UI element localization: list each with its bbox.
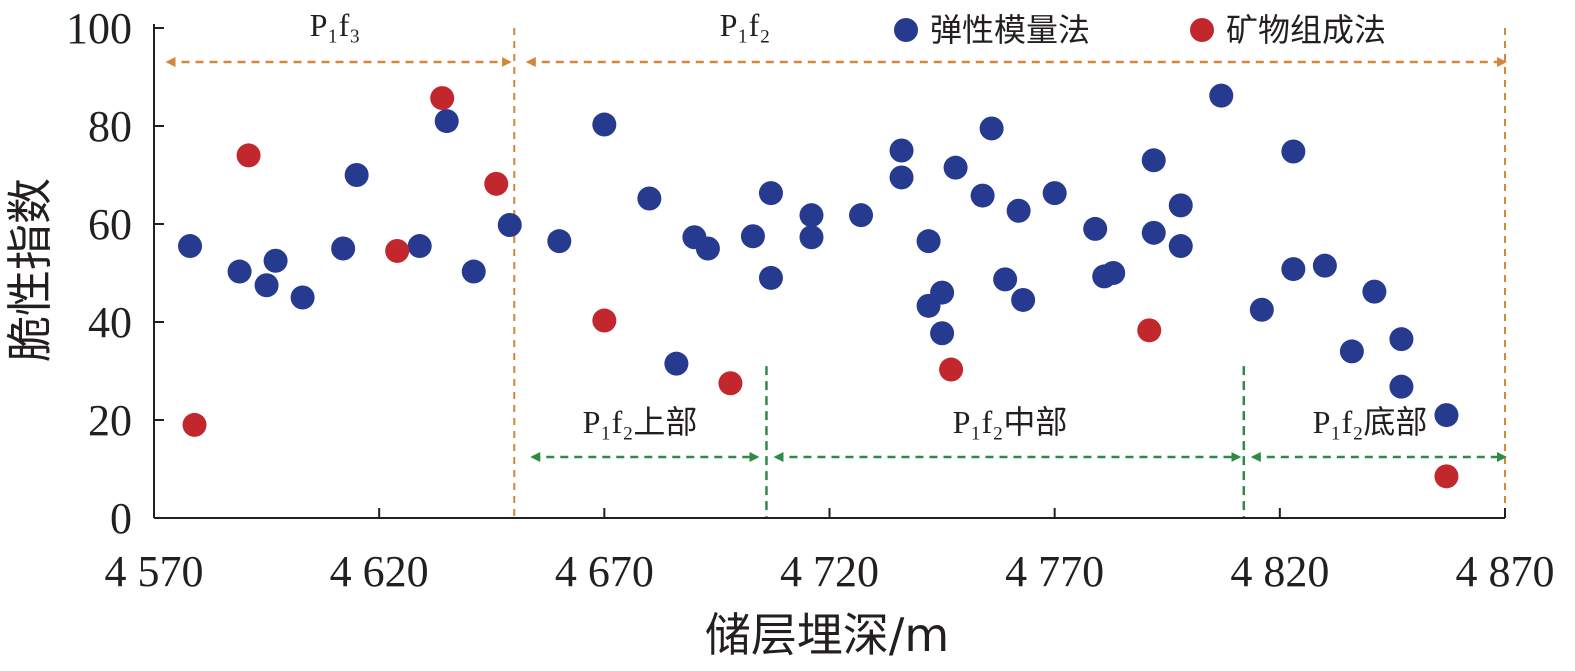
point-modulus-method xyxy=(344,163,369,187)
point-mineral-method xyxy=(592,308,617,333)
x-tick-label: 4 570 xyxy=(105,547,204,596)
point-modulus-method xyxy=(799,225,824,250)
label-p1f2-upper: P₁f₂上部 xyxy=(583,404,698,440)
point-mineral-method xyxy=(430,86,455,111)
legend: 弹性模量法 矿物组成法 xyxy=(894,11,1386,49)
point-modulus-method xyxy=(889,165,914,190)
point-modulus-method xyxy=(290,285,315,310)
point-modulus-method xyxy=(889,138,914,163)
point-modulus-method xyxy=(461,259,486,284)
stratigraphic-annotations: P₁f₃ P₁f₂ P₁f₂上部 P₁f₂中部 P₁f₂底部 xyxy=(165,7,1507,462)
point-modulus-method xyxy=(979,116,1004,141)
label-p1f2-middle: P₁f₂中部 xyxy=(953,404,1068,440)
point-modulus-method xyxy=(331,236,356,261)
point-modulus-method xyxy=(993,267,1018,292)
point-modulus-method xyxy=(758,181,783,206)
point-modulus-method xyxy=(434,109,459,134)
legend-marker-modulus xyxy=(894,18,918,42)
point-mineral-method xyxy=(1434,464,1459,489)
zone-boundaries xyxy=(513,28,1506,518)
point-modulus-method xyxy=(1249,297,1274,322)
point-modulus-method xyxy=(1101,261,1126,285)
y-tick-labels: 0 20 40 60 80 100 xyxy=(66,4,132,543)
point-modulus-method xyxy=(178,234,203,259)
point-modulus-method xyxy=(758,265,783,290)
y-tick-label: 0 xyxy=(110,494,132,543)
point-modulus-method xyxy=(1312,253,1337,278)
point-modulus-method xyxy=(407,234,432,259)
point-modulus-method xyxy=(970,183,995,208)
point-mineral-method xyxy=(1137,318,1162,343)
point-modulus-method xyxy=(943,155,968,180)
legend-label-modulus: 弹性模量法 xyxy=(930,11,1090,49)
y-tick-label: 100 xyxy=(66,4,132,53)
point-modulus-method xyxy=(1141,148,1166,173)
label-p1f3: P₁f₃ xyxy=(310,7,361,43)
y-tick-label: 60 xyxy=(88,200,132,249)
point-modulus-method xyxy=(1209,83,1234,108)
x-axis-title: 储层埋深/m xyxy=(705,608,949,662)
point-modulus-method xyxy=(930,280,955,305)
point-mineral-method xyxy=(385,238,410,263)
x-tick-label: 4 620 xyxy=(330,547,429,596)
point-modulus-method xyxy=(637,186,662,211)
y-axis-title: 脆性指数 xyxy=(3,178,57,362)
x-tick-labels: 4 570 4 620 4 670 4 720 4 770 4 820 4 870 xyxy=(105,547,1555,596)
legend-marker-mineral xyxy=(1190,18,1214,42)
point-modulus-method xyxy=(1434,403,1459,428)
axes xyxy=(153,24,1506,519)
point-mineral-method xyxy=(182,412,207,437)
point-modulus-method xyxy=(664,351,689,376)
y-tick-label: 40 xyxy=(88,298,132,347)
label-p1f2: P₁f₂ xyxy=(720,7,771,43)
label-p1f2-bottom: P₁f₂底部 xyxy=(1313,404,1428,440)
point-modulus-method xyxy=(1281,139,1306,164)
point-modulus-method xyxy=(1006,198,1031,223)
point-modulus-method xyxy=(547,229,572,254)
legend-label-mineral: 矿物组成法 xyxy=(1226,11,1386,49)
point-modulus-method xyxy=(1141,220,1166,245)
point-modulus-method xyxy=(1362,279,1387,304)
y-tick-label: 80 xyxy=(88,102,132,151)
point-modulus-method xyxy=(1389,327,1414,352)
point-modulus-method xyxy=(740,224,765,249)
data-points xyxy=(178,83,1459,489)
point-modulus-method xyxy=(1281,257,1306,282)
point-modulus-method xyxy=(227,259,252,284)
point-modulus-method xyxy=(849,203,874,228)
point-modulus-method xyxy=(916,229,941,254)
point-modulus-method xyxy=(930,321,955,346)
x-tick-label: 4 870 xyxy=(1456,547,1555,596)
point-mineral-method xyxy=(236,143,261,168)
x-tick-label: 4 820 xyxy=(1230,547,1329,596)
y-tick-label: 20 xyxy=(88,396,132,445)
point-modulus-method xyxy=(1339,339,1364,364)
point-modulus-method xyxy=(592,112,617,137)
point-modulus-method xyxy=(1083,216,1108,241)
point-mineral-method xyxy=(484,171,509,196)
point-modulus-method xyxy=(799,203,824,228)
x-tick-label: 4 770 xyxy=(1005,547,1104,596)
point-modulus-method xyxy=(263,248,288,273)
x-tick-label: 4 670 xyxy=(555,547,654,596)
point-modulus-method xyxy=(1389,374,1414,399)
point-modulus-method xyxy=(1168,193,1193,218)
point-modulus-method xyxy=(254,273,279,298)
point-mineral-method xyxy=(718,371,743,396)
x-tick-label: 4 720 xyxy=(780,547,879,596)
point-modulus-method xyxy=(1042,181,1067,206)
point-modulus-method xyxy=(1011,287,1036,312)
point-modulus-method xyxy=(497,212,522,237)
range-arrows xyxy=(165,57,1507,462)
point-modulus-method xyxy=(1168,234,1193,259)
point-modulus-method xyxy=(695,236,720,261)
point-mineral-method xyxy=(939,357,964,382)
